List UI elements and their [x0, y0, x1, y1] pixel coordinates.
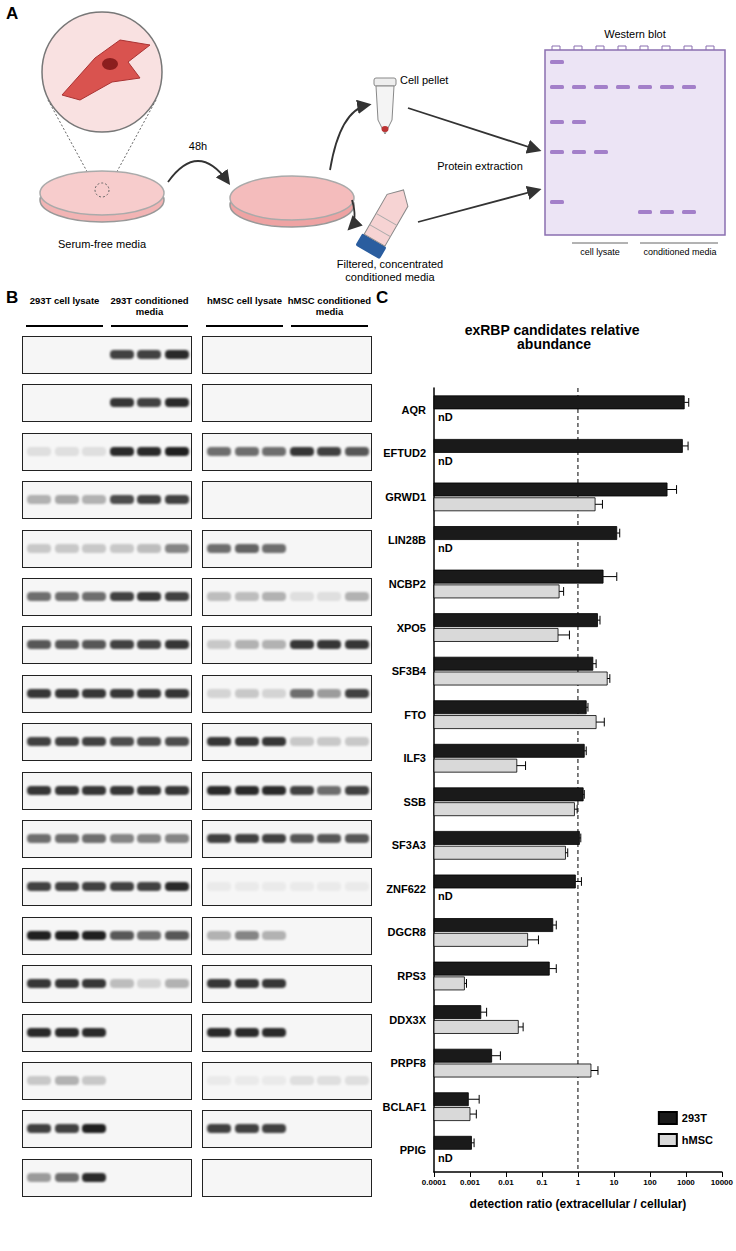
html-text:293T cell lysate: 293T cell lysate: [29, 295, 100, 306]
svg-text:abundance: abundance: [517, 336, 591, 352]
html-text:Filtered, concentrated conditi: Filtered, concentrated conditioned media: [336, 258, 444, 283]
svg-text:SF3B4: SF3B4: [392, 665, 427, 677]
svg-text:10: 10: [609, 1178, 618, 1187]
html-text:conditioned media: conditioned media: [643, 247, 717, 257]
html-text:cell lysate: cell lysate: [580, 247, 620, 257]
svg-text:0.1: 0.1: [536, 1178, 548, 1187]
svg-text:SSB: SSB: [403, 796, 426, 808]
svg-text:DGCR8: DGCR8: [387, 926, 426, 938]
svg-text:1000: 1000: [677, 1178, 695, 1187]
svg-text:0.01: 0.01: [498, 1178, 514, 1187]
svg-text:XPO5: XPO5: [397, 622, 426, 634]
svg-text:LIN28B: LIN28B: [388, 534, 426, 546]
svg-text:PRPF8: PRPF8: [391, 1057, 426, 1069]
svg-text:ILF3: ILF3: [403, 752, 426, 764]
svg-text:0.0001: 0.0001: [422, 1178, 447, 1187]
svg-text:DDX3X: DDX3X: [389, 1014, 426, 1026]
svg-text:GRWD1: GRWD1: [385, 491, 426, 503]
svg-text:EFTUD2: EFTUD2: [383, 447, 426, 459]
html-text:B: B: [6, 288, 19, 307]
svg-text:AQR: AQR: [402, 404, 427, 416]
html-text:A: A: [6, 4, 19, 23]
svg-text:FTO: FTO: [404, 709, 426, 721]
svg-text:0.001: 0.001: [460, 1178, 481, 1187]
svg-text:100: 100: [643, 1178, 657, 1187]
svg-text:NCBP2: NCBP2: [389, 578, 426, 590]
svg-text:detection ratio (extracellular: detection ratio (extracellular / cellula…: [470, 1197, 687, 1211]
html-text:Serum-free media: Serum-free media: [58, 238, 146, 250]
svg-text:10000: 10000: [711, 1178, 734, 1187]
svg-text:1: 1: [576, 1178, 581, 1187]
svg-text:ZNF622: ZNF622: [386, 883, 426, 895]
html-text:Western blot: Western blot: [604, 28, 666, 40]
svg-text:BCLAF1: BCLAF1: [383, 1101, 426, 1113]
svg-text:hMSC: hMSC: [682, 1134, 713, 1146]
svg-text:nD: nD: [438, 455, 453, 467]
html-text:48h: 48h: [188, 140, 208, 152]
html-text:hMSC cell lysate: hMSC cell lysate: [207, 295, 282, 306]
html-text:C: C: [376, 288, 389, 307]
svg-text:nD: nD: [438, 1152, 453, 1164]
svg-text:nD: nD: [438, 411, 453, 423]
html-text:Cell pellet: Cell pellet: [400, 74, 449, 86]
svg-text:nD: nD: [438, 542, 453, 554]
html-text:293T conditioned media: 293T conditioned media: [110, 295, 189, 317]
html-text:Protein extraction: Protein extraction: [437, 160, 523, 172]
svg-text:SF3A3: SF3A3: [392, 839, 426, 851]
svg-text:293T: 293T: [682, 1112, 707, 1124]
svg-text:nD: nD: [438, 890, 453, 902]
svg-text:RPS3: RPS3: [397, 970, 426, 982]
svg-text:PPIG: PPIG: [400, 1144, 426, 1156]
html-text:hMSC conditioned media: hMSC conditioned media: [287, 295, 372, 317]
svg-text:exRBP candidates relative: exRBP candidates relative: [464, 322, 644, 338]
